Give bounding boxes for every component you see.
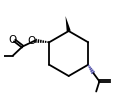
Text: O: O (27, 36, 36, 46)
Polygon shape (65, 16, 70, 31)
Text: O: O (8, 35, 16, 45)
